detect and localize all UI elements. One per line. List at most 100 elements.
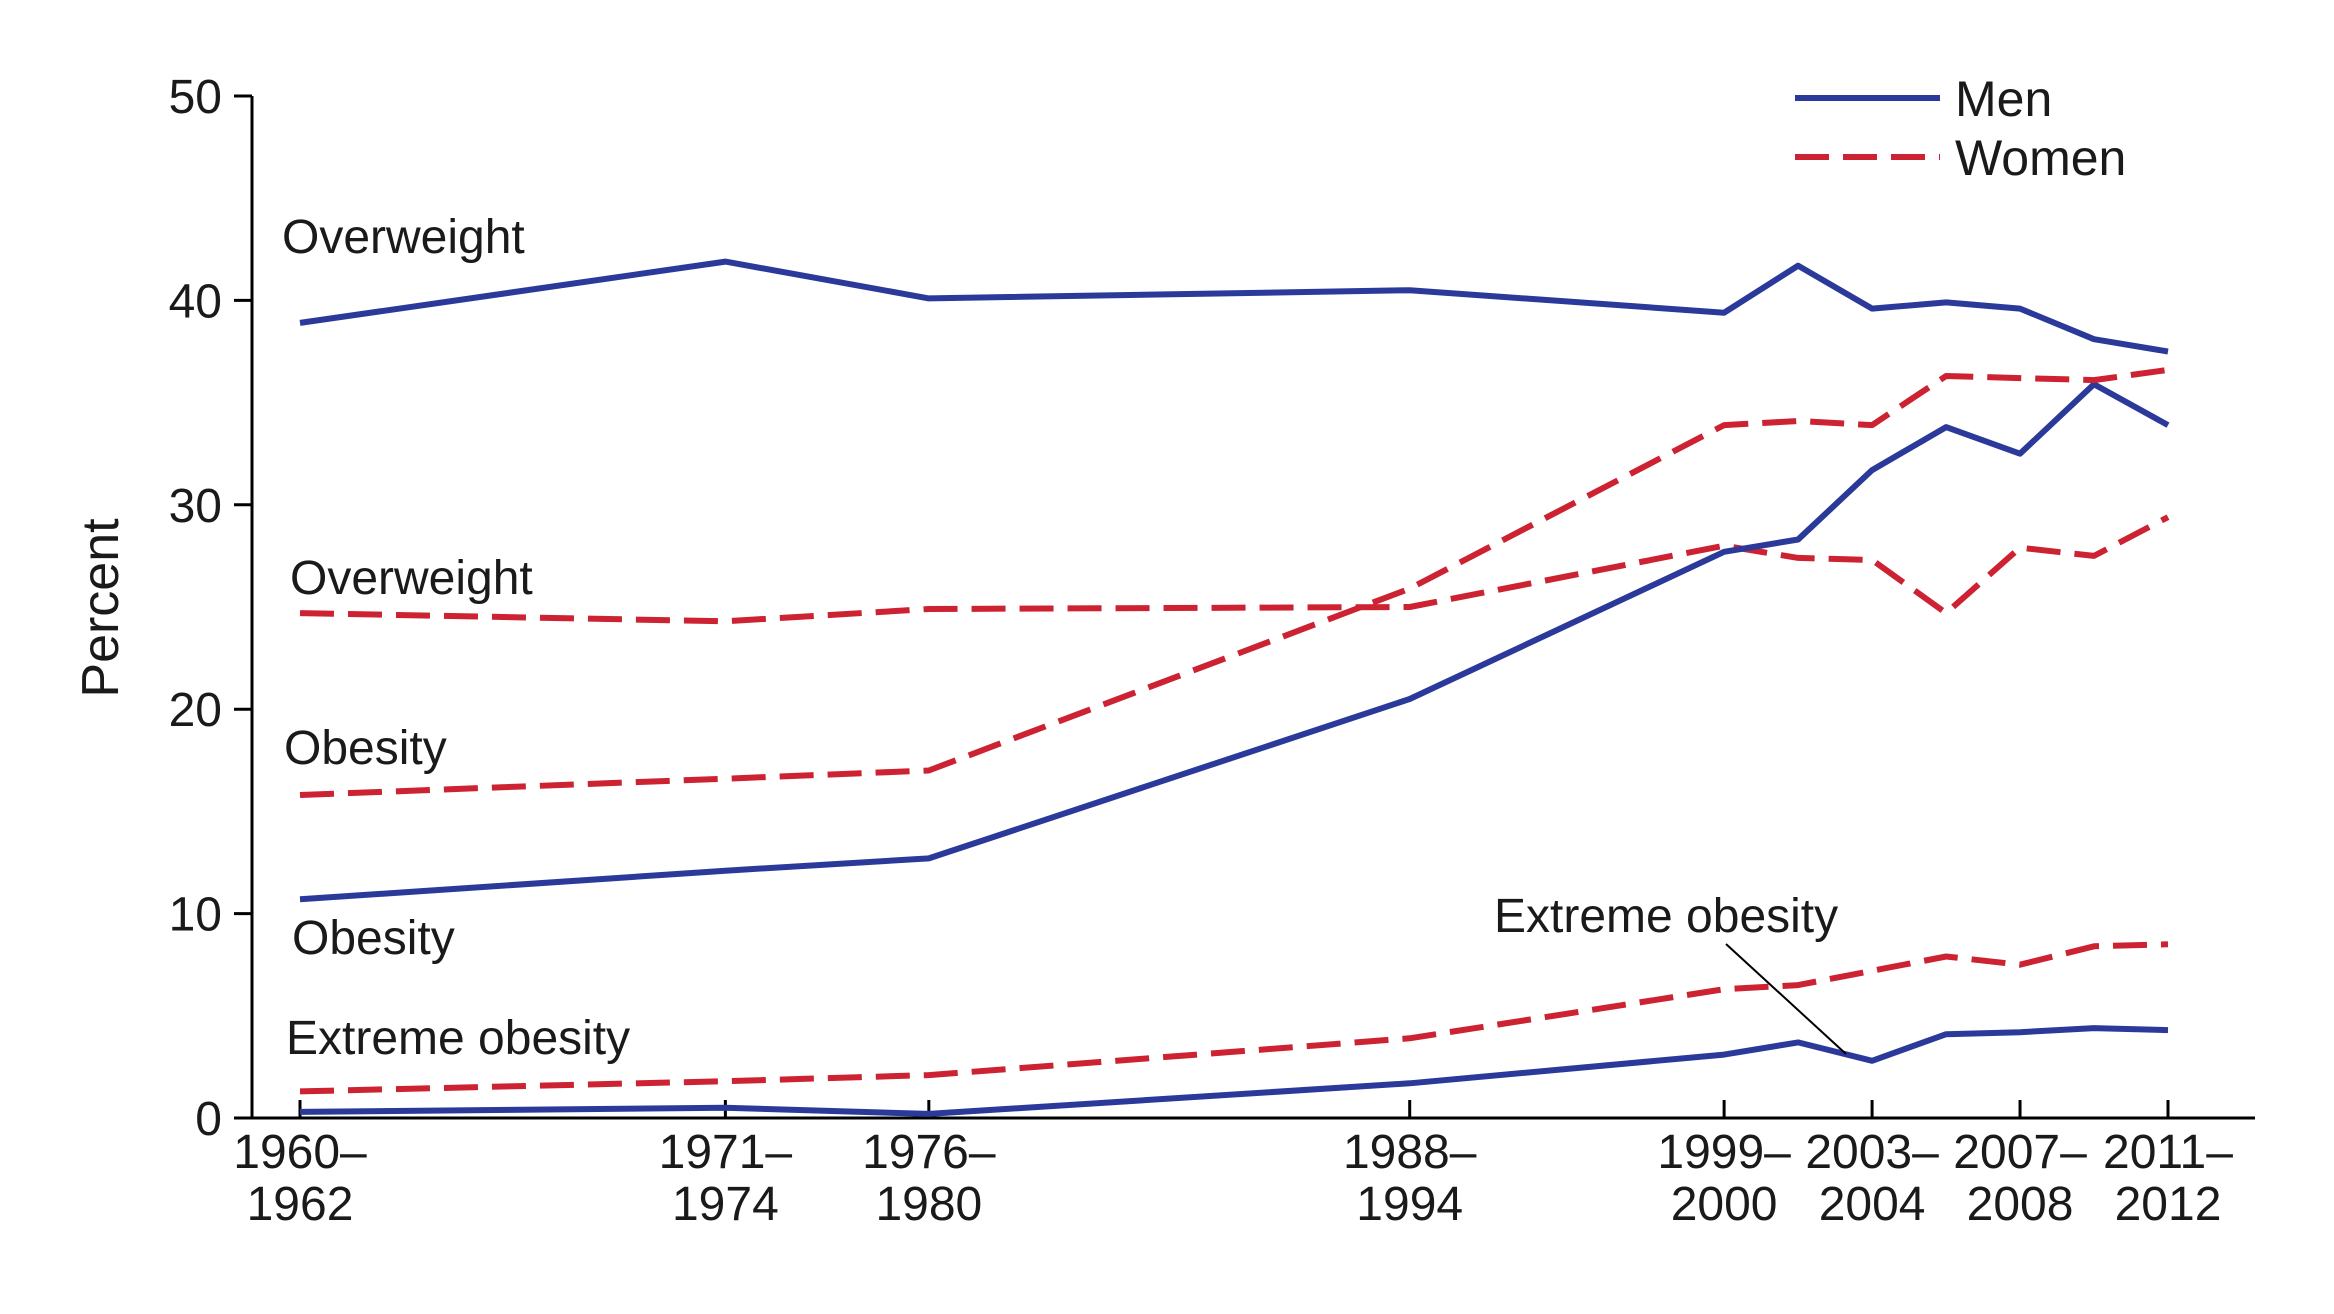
data-point	[296, 609, 304, 617]
annotations: Overweight Overweight Obesity Obesity Ex…	[282, 211, 1847, 1065]
data-point	[1720, 1051, 1728, 1059]
data-point	[1868, 556, 1876, 564]
data-point	[2016, 1028, 2024, 1036]
data-point	[1720, 309, 1728, 317]
data-point	[925, 294, 933, 302]
data-point	[2090, 942, 2098, 950]
x-tick-label: 1974	[672, 1178, 779, 1231]
data-point	[2090, 552, 2098, 560]
data-point	[296, 1087, 304, 1095]
series-line-women-overweight	[299, 514, 2170, 625]
data-point	[2016, 450, 2024, 458]
series-line-men-obesity	[299, 381, 2170, 903]
data-point	[1794, 536, 1802, 544]
axes	[250, 96, 2255, 1120]
data-point	[721, 1077, 729, 1085]
data-point	[1720, 548, 1728, 556]
x-tick-label: 2008	[1967, 1178, 2074, 1231]
data-point	[1406, 1079, 1414, 1087]
data-point	[925, 1110, 933, 1118]
series-line-women-extreme-obesity	[299, 941, 2169, 1095]
annotation-extreme-obesity-men: Extreme obesity	[1494, 890, 1838, 943]
x-tick-label: 1994	[1356, 1178, 1463, 1231]
data-point	[2016, 374, 2024, 382]
x-tick-label: 2004	[1819, 1178, 1926, 1231]
y-tick-label: 50	[169, 71, 222, 124]
data-point	[296, 895, 304, 903]
data-point	[2090, 1024, 2098, 1032]
data-point	[1794, 1038, 1802, 1046]
series-lines	[296, 258, 2172, 1118]
y-tick-label: 0	[195, 1093, 222, 1146]
x-tick-label: 2011–	[2103, 1126, 2233, 1179]
data-point	[2016, 305, 2024, 313]
data-point	[2164, 366, 2172, 374]
legend-label-men: Men	[1955, 71, 2052, 127]
data-point	[925, 854, 933, 862]
data-point	[1942, 423, 1950, 431]
data-point	[721, 1104, 729, 1112]
data-point	[2164, 421, 2172, 429]
data-point	[1868, 466, 1876, 474]
data-point	[1406, 695, 1414, 703]
y-axis-label: Percent	[72, 518, 130, 698]
annotation-obesity-men: Obesity	[292, 912, 455, 965]
data-point	[1406, 603, 1414, 611]
data-point	[1794, 981, 1802, 989]
data-point	[721, 775, 729, 783]
data-point	[1942, 609, 1950, 617]
data-point	[2090, 376, 2098, 384]
x-tick-label: 2000	[1671, 1178, 1778, 1231]
data-point	[1868, 305, 1876, 313]
data-point	[925, 1071, 933, 1079]
x-tick-label: 1976–	[862, 1126, 996, 1179]
x-ticks: 1960–1962 1971–1974 1976–1980 1988–1994 1999…	[233, 1100, 2233, 1231]
data-point	[2164, 940, 2172, 948]
data-point	[1942, 953, 1950, 961]
data-point	[1406, 585, 1414, 593]
data-point	[1794, 262, 1802, 270]
data-point	[2164, 513, 2172, 521]
data-point	[1868, 1057, 1876, 1065]
y-tick-label: 30	[169, 480, 222, 533]
data-point	[1720, 421, 1728, 429]
data-point	[2090, 335, 2098, 343]
data-point	[2164, 348, 2172, 356]
annotation-overweight-men: Overweight	[282, 211, 525, 264]
data-point	[1794, 417, 1802, 425]
annotation-leader-line	[1725, 943, 1847, 1055]
data-point	[721, 258, 729, 266]
data-point	[1406, 286, 1414, 294]
data-point	[296, 319, 304, 327]
x-tick-label: 1962	[247, 1178, 354, 1231]
data-point	[2016, 961, 2024, 969]
annotation-obesity-women: Obesity	[284, 722, 447, 775]
x-tick-label: 1960–	[233, 1126, 367, 1179]
data-point	[721, 867, 729, 875]
series-line-men-overweight	[299, 258, 2169, 355]
series-line-men-extreme-obesity	[299, 1025, 2169, 1117]
data-point	[296, 1108, 304, 1116]
y-tick-label: 20	[169, 684, 222, 737]
data-point	[1942, 298, 1950, 306]
x-tick-label: 1980	[875, 1178, 982, 1231]
y-ticks: 0 10 20 30 40 50	[169, 71, 252, 1146]
data-point	[925, 605, 933, 613]
data-point	[1406, 1034, 1414, 1042]
data-point	[1868, 421, 1876, 429]
x-tick-label: 2007–	[1953, 1126, 2087, 1179]
series-line-women-obesity	[299, 366, 2169, 798]
annotation-extreme-obesity-women: Extreme obesity	[286, 1012, 630, 1065]
data-point	[1720, 985, 1728, 993]
legend: Men Women	[1795, 71, 2126, 186]
data-point	[1942, 1030, 1950, 1038]
data-point	[296, 791, 304, 799]
data-point	[721, 617, 729, 625]
data-point	[2016, 544, 2024, 552]
x-tick-label: 2012	[2115, 1178, 2222, 1231]
x-tick-label: 1988–	[1343, 1126, 1477, 1179]
x-tick-label: 2003–	[1805, 1126, 1939, 1179]
annotation-overweight-women: Overweight	[290, 552, 533, 605]
data-point	[1868, 967, 1876, 975]
